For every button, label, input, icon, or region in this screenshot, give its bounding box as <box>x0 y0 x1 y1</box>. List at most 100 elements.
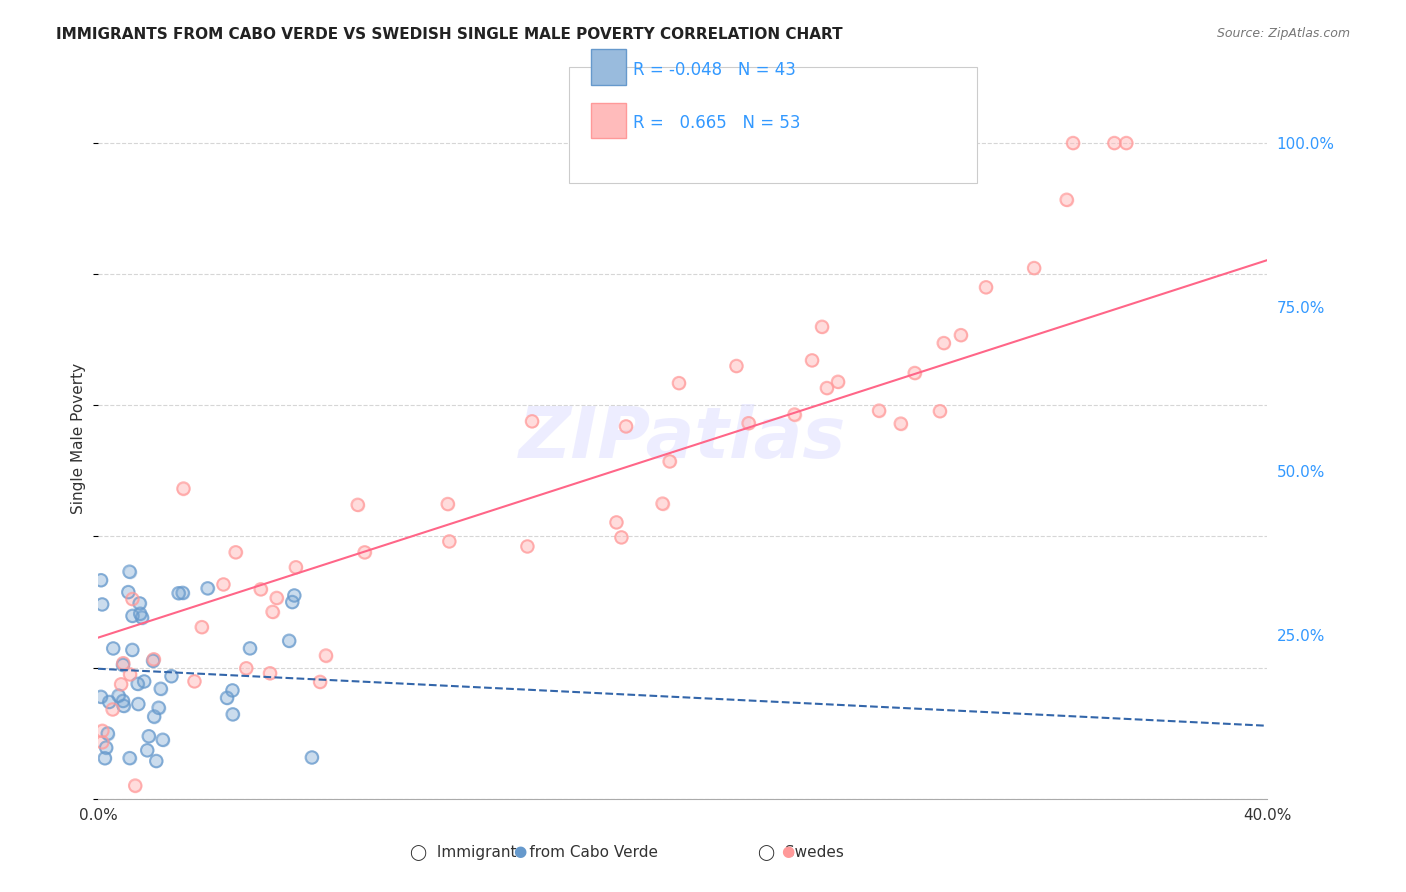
Point <box>90 573 112 587</box>
Point <box>520 414 543 428</box>
Point <box>152 732 174 747</box>
Point <box>160 669 183 683</box>
Point <box>101 702 124 716</box>
Point <box>91 735 114 749</box>
Point <box>1022 260 1045 275</box>
Point <box>127 697 149 711</box>
Point <box>117 585 139 599</box>
Point <box>148 700 170 714</box>
Point <box>932 336 955 351</box>
Point <box>614 419 637 434</box>
Point <box>101 702 124 716</box>
Text: R =   0.665   N = 53: R = 0.665 N = 53 <box>633 114 800 132</box>
Point <box>346 498 368 512</box>
Point <box>129 607 152 621</box>
Point <box>868 403 890 417</box>
Point <box>815 381 838 395</box>
Point <box>658 454 681 468</box>
Point <box>127 677 149 691</box>
Point <box>148 700 170 714</box>
Point <box>121 592 143 607</box>
Point <box>516 540 538 554</box>
Point <box>651 497 673 511</box>
Point <box>249 582 271 597</box>
Point <box>225 545 247 559</box>
Point <box>142 652 165 666</box>
Point <box>152 732 174 747</box>
Point <box>346 498 368 512</box>
Point <box>118 751 141 765</box>
Point <box>118 565 141 579</box>
Text: ●: ● <box>780 845 794 859</box>
Point <box>136 743 159 757</box>
Point <box>118 565 141 579</box>
Point <box>301 750 323 764</box>
Point <box>284 560 307 574</box>
Point <box>143 709 166 723</box>
Point <box>91 735 114 749</box>
Point <box>801 353 824 368</box>
Point <box>160 669 183 683</box>
Point <box>118 667 141 681</box>
Point <box>516 540 538 554</box>
Point <box>101 641 124 656</box>
Point <box>1115 136 1137 150</box>
Point <box>259 666 281 681</box>
Point <box>121 608 143 623</box>
Point <box>353 545 375 559</box>
Point <box>91 723 114 738</box>
Point <box>783 408 806 422</box>
Point <box>96 740 118 755</box>
Point <box>928 404 950 418</box>
Point <box>1104 136 1126 150</box>
Point <box>221 683 243 698</box>
Point <box>315 648 337 663</box>
Point <box>281 595 304 609</box>
Point <box>134 674 156 689</box>
Point <box>610 530 633 544</box>
Point <box>167 586 190 600</box>
Point <box>90 690 112 704</box>
Point <box>149 681 172 696</box>
Point <box>221 707 243 722</box>
Point <box>868 403 890 417</box>
Point <box>138 729 160 743</box>
Point <box>145 754 167 768</box>
Point <box>737 416 759 430</box>
Point <box>520 414 543 428</box>
Point <box>110 677 132 691</box>
Point <box>725 359 748 373</box>
Point <box>737 416 759 430</box>
Point <box>112 657 135 671</box>
Point <box>101 641 124 656</box>
Point <box>249 582 271 597</box>
Point <box>97 726 120 740</box>
Point <box>215 690 238 705</box>
Text: ◯  Immigrants from Cabo Verde: ◯ Immigrants from Cabo Verde <box>411 845 658 860</box>
Point <box>91 598 114 612</box>
Point <box>118 751 141 765</box>
Point <box>112 657 135 671</box>
Point <box>668 376 690 390</box>
Point <box>128 597 150 611</box>
Point <box>149 681 172 696</box>
Point <box>90 573 112 587</box>
Point <box>890 417 912 431</box>
Point <box>143 709 166 723</box>
Point <box>283 589 305 603</box>
Point <box>668 376 690 390</box>
Point <box>117 585 139 599</box>
Point <box>172 586 194 600</box>
Point <box>212 577 235 591</box>
Point <box>225 545 247 559</box>
Point <box>827 375 849 389</box>
Point <box>278 633 301 648</box>
Point <box>315 648 337 663</box>
Point <box>190 620 212 634</box>
Point <box>124 779 146 793</box>
Point <box>215 690 238 705</box>
Point <box>173 482 195 496</box>
Point <box>1115 136 1137 150</box>
Point <box>94 751 117 765</box>
Point <box>97 726 120 740</box>
